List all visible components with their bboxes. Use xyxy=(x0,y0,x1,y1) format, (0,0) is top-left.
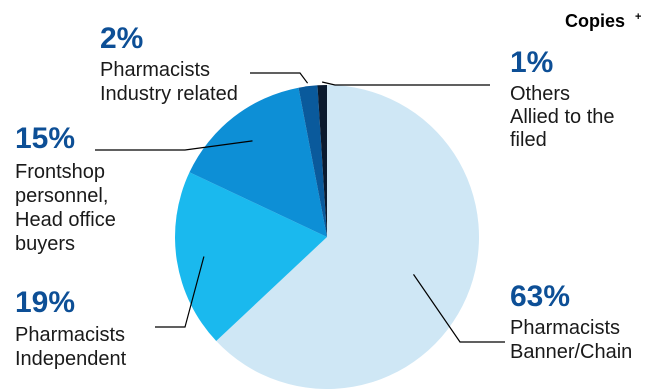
slice-category-label: Pharmacists xyxy=(510,317,620,339)
leader-line-5 xyxy=(321,81,490,86)
slice-category-label: Frontshop xyxy=(15,161,105,183)
slice-category-label: Independent xyxy=(15,348,127,370)
slice-category-label: Industry related xyxy=(100,83,238,105)
chart-title-superscript: + xyxy=(635,11,641,23)
pie-slices xyxy=(175,85,480,389)
leader-line-2 xyxy=(155,256,205,328)
slice-category-label: personnel, xyxy=(15,185,108,207)
pie-slice-1 xyxy=(216,85,480,389)
slice-category-label: Allied to the xyxy=(510,106,615,128)
slice-category-label: Pharmacists xyxy=(100,59,210,81)
leader-line-3 xyxy=(95,140,253,151)
pie-slice-4 xyxy=(298,85,327,237)
slice-category-label: Others xyxy=(510,83,570,105)
pie-slice-2 xyxy=(175,172,327,342)
slice-percent-label: 1% xyxy=(510,46,553,79)
slice-labels: 63%PharmacistsBanner/Chain19%Pharmacists… xyxy=(15,22,632,370)
chart-title: Copies xyxy=(565,11,625,31)
pie-slice-3 xyxy=(189,87,327,237)
slice-category-label: Pharmacists xyxy=(15,324,125,346)
leader-line-4 xyxy=(250,72,309,84)
slice-category-label: Head office xyxy=(15,209,116,231)
pie-slice-5 xyxy=(317,85,327,237)
slice-category-label: Banner/Chain xyxy=(510,341,632,363)
slice-percent-label: 19% xyxy=(15,286,75,319)
slice-category-label: buyers xyxy=(15,233,75,255)
leader-lines xyxy=(95,72,505,343)
slice-percent-label: 2% xyxy=(100,22,143,55)
slice-percent-label: 15% xyxy=(15,122,75,155)
slice-percent-label: 63% xyxy=(510,280,570,313)
slice-category-label: filed xyxy=(510,129,547,151)
leader-line-1 xyxy=(413,274,505,343)
